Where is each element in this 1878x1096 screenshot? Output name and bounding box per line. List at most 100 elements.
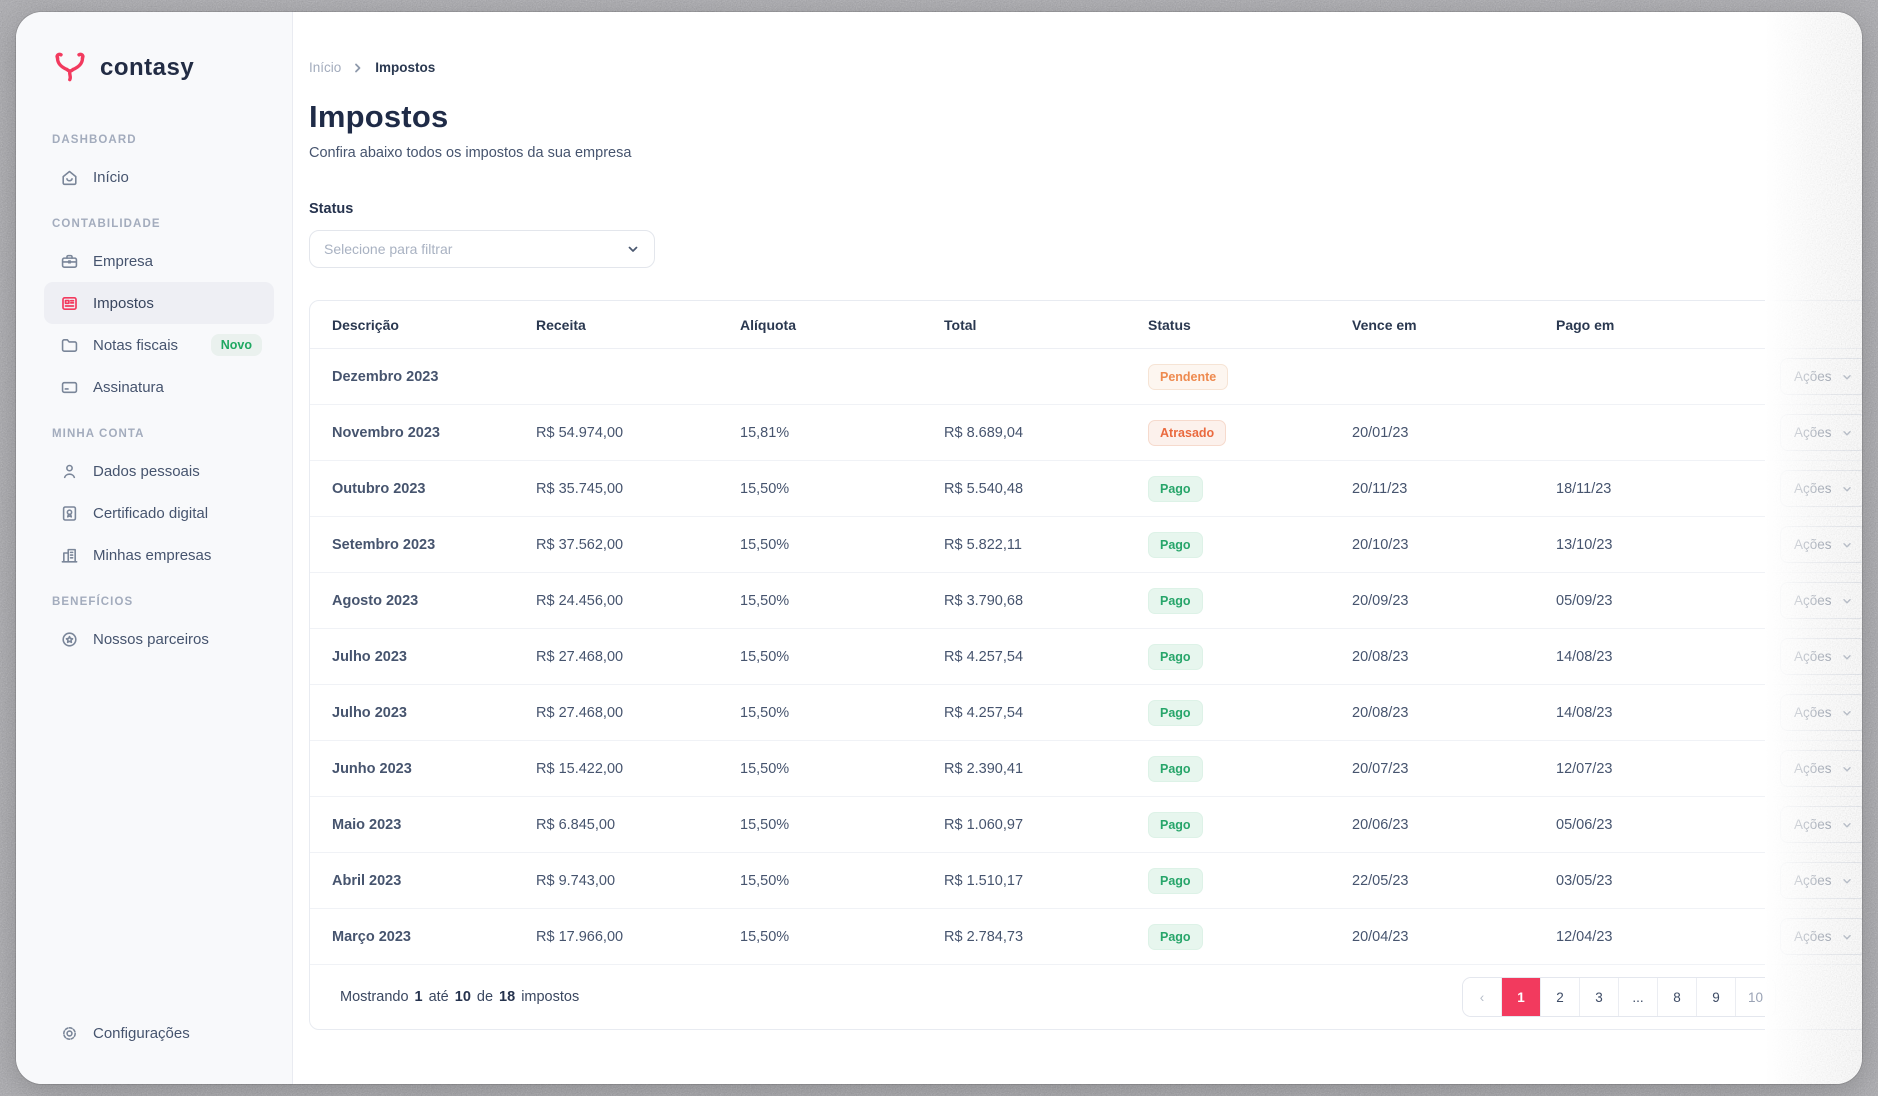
cell-vence-em: 20/08/23 <box>1352 704 1409 721</box>
pagination-page-button[interactable]: 10 <box>1736 978 1775 1016</box>
page-subtitle: Confira abaixo todos os impostos da sua … <box>309 145 632 161</box>
actions-button[interactable]: Ações <box>1780 806 1862 843</box>
sidebar-item-label: Empresa <box>93 252 154 270</box>
cell-descricao[interactable]: Dezembro 2023 <box>332 368 439 385</box>
cell-pago-em: 03/05/23 <box>1556 872 1613 889</box>
pagination-prev-button[interactable]: ‹ <box>1463 978 1502 1016</box>
actions-button[interactable]: Ações <box>1780 582 1862 619</box>
sidebar-item-inicio[interactable]: Início <box>44 156 274 198</box>
sidebar-section-contabilidade: CONTABILIDADE Empresa <box>44 218 274 408</box>
buildings-icon <box>58 544 80 566</box>
brand-logo[interactable]: contasy <box>50 48 274 88</box>
cell-descricao[interactable]: Novembro 2023 <box>332 424 440 441</box>
status-badge: Pago <box>1148 643 1203 670</box>
sidebar-item-configuracoes[interactable]: Configurações <box>44 1012 274 1054</box>
showing-from: 1 <box>414 989 423 1005</box>
section-label: MINHA CONTA <box>52 428 145 440</box>
actions-button[interactable]: Ações <box>1780 526 1862 563</box>
actions-button[interactable]: Ações <box>1780 358 1862 395</box>
actions-button[interactable]: Ações <box>1780 470 1862 507</box>
chevron-down-icon <box>1841 819 1853 831</box>
cell-descricao[interactable]: Setembro 2023 <box>332 536 436 553</box>
user-icon <box>58 460 80 482</box>
actions-button[interactable]: Ações <box>1780 862 1862 899</box>
cell-vence-em: 20/11/23 <box>1352 480 1408 497</box>
pagination: ‹ 1 2 3... 8 9 10 <box>1462 977 1776 1017</box>
table-row: Outubro 2023 R$ 35.745,00 15,50% R$ 5.54… <box>310 461 1862 517</box>
cell-total: R$ 1.510,17 <box>944 872 1024 889</box>
status-badge: Pago <box>1148 811 1203 838</box>
cell-receita: R$ 9.743,00 <box>536 872 616 889</box>
status-filter-select[interactable]: Selecione para filtrar <box>309 230 655 268</box>
actions-button-label: Ações <box>1794 761 1832 776</box>
showing-of-word: de <box>476 989 494 1005</box>
cell-descricao[interactable]: Março 2023 <box>332 928 411 945</box>
chevron-down-icon <box>1841 539 1853 551</box>
cell-descricao[interactable]: Maio 2023 <box>332 816 402 833</box>
sidebar-section-minha-conta: MINHA CONTA Dados pessoais <box>44 428 274 576</box>
cell-aliquota: 15,50% <box>740 816 790 833</box>
cell-total: R$ 2.390,41 <box>944 760 1024 777</box>
column-header-total: Total <box>944 316 977 333</box>
chevron-down-icon <box>1841 371 1853 383</box>
actions-button-label: Ações <box>1794 705 1832 720</box>
table-row: Março 2023 R$ 17.966,00 15,50% R$ 2.784,… <box>310 909 1862 965</box>
cell-descricao[interactable]: Abril 2023 <box>332 872 402 889</box>
breadcrumb-home-link[interactable]: Início <box>309 60 342 75</box>
actions-button[interactable]: Ações <box>1780 750 1862 787</box>
brand-name: contasy <box>100 54 195 81</box>
actions-button[interactable]: Ações <box>1780 694 1862 731</box>
sidebar-item-assinatura[interactable]: Assinatura <box>44 366 274 408</box>
chevron-down-icon <box>1841 763 1853 775</box>
sidebar-item-dados-pessoais[interactable]: Dados pessoais <box>44 450 274 492</box>
sidebar-item-impostos[interactable]: Impostos <box>44 282 274 324</box>
actions-button[interactable]: Ações <box>1780 918 1862 955</box>
sidebar-item-notas-fiscais[interactable]: Notas fiscais Novo <box>44 324 274 366</box>
cell-aliquota: 15,50% <box>740 536 790 553</box>
actions-button[interactable]: Ações <box>1780 414 1862 451</box>
section-label: BENEFÍCIOS <box>52 596 134 608</box>
cell-descricao[interactable]: Julho 2023 <box>332 648 407 665</box>
cell-vence-em: 20/10/23 <box>1352 536 1409 553</box>
actions-button-label: Ações <box>1794 425 1832 440</box>
table-row: Abril 2023 R$ 9.743,00 15,50% R$ 1.510,1… <box>310 853 1862 909</box>
pagination-page-button[interactable]: 2 <box>1541 978 1580 1016</box>
status-badge: Atrasado <box>1148 419 1227 446</box>
cell-descricao[interactable]: Agosto 2023 <box>332 592 419 609</box>
status-filter-label: Status <box>309 201 354 217</box>
cell-receita: R$ 35.745,00 <box>536 480 624 497</box>
sidebar-item-minhas-empresas[interactable]: Minhas empresas <box>44 534 274 576</box>
sidebar-item-empresa[interactable]: Empresa <box>44 240 274 282</box>
pagination-page-button[interactable]: 9 <box>1697 978 1736 1016</box>
pagination-page-button[interactable]: 1 <box>1502 978 1541 1016</box>
actions-button-label: Ações <box>1794 817 1832 832</box>
breadcrumb: Início Impostos <box>309 60 1862 75</box>
sidebar-item-certificado-digital[interactable]: Certificado digital <box>44 492 274 534</box>
actions-button-label: Ações <box>1794 929 1832 944</box>
cell-receita: R$ 54.974,00 <box>536 424 624 441</box>
cell-descricao[interactable]: Outubro 2023 <box>332 480 426 497</box>
actions-button-label: Ações <box>1794 649 1832 664</box>
section-label: DASHBOARD <box>52 134 137 146</box>
cell-vence-em: 20/07/23 <box>1352 760 1409 777</box>
cell-aliquota: 15,81% <box>740 424 790 441</box>
table-row: Dezembro 2023 Pendente Ações <box>310 349 1862 405</box>
cell-total: R$ 3.790,68 <box>944 592 1024 609</box>
cell-vence-em: 20/01/23 <box>1352 424 1409 441</box>
bull-logo-icon <box>55 52 85 82</box>
actions-button-label: Ações <box>1794 537 1832 552</box>
pagination-page-button[interactable]: 8 <box>1658 978 1697 1016</box>
cell-descricao[interactable]: Julho 2023 <box>332 704 407 721</box>
sidebar-item-nossos-parceiros[interactable]: Nossos parceiros <box>44 618 274 660</box>
breadcrumb-current: Impostos <box>375 60 436 75</box>
cell-total: R$ 4.257,54 <box>944 648 1024 665</box>
chevron-down-icon <box>1841 875 1853 887</box>
pagination-page-button[interactable]: 3 <box>1580 978 1619 1016</box>
cell-descricao[interactable]: Junho 2023 <box>332 760 412 777</box>
main-content: Início Impostos Impostos Confira abaixo … <box>293 12 1862 1084</box>
chevron-down-icon <box>1841 707 1853 719</box>
actions-button[interactable]: Ações <box>1780 638 1862 675</box>
novo-badge: Novo <box>210 334 262 356</box>
cell-vence-em: 20/04/23 <box>1352 928 1409 945</box>
pagination-page-button[interactable]: ... <box>1619 978 1658 1016</box>
